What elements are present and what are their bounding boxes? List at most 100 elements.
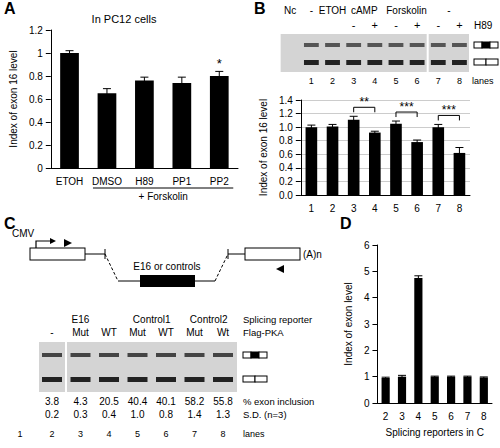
svg-text:3: 3 bbox=[364, 319, 370, 330]
svg-text:1: 1 bbox=[37, 48, 43, 59]
svg-text:1.0: 1.0 bbox=[279, 122, 293, 133]
svg-text:Index of exon level: Index of exon level bbox=[343, 282, 354, 365]
svg-text:5: 5 bbox=[364, 266, 370, 277]
svg-text:5: 5 bbox=[432, 411, 438, 422]
svg-text:PP1: PP1 bbox=[172, 176, 191, 187]
svg-text:Control2: Control2 bbox=[190, 314, 228, 325]
svg-text:0.4: 0.4 bbox=[102, 409, 116, 420]
svg-text:Splicing reporter: Splicing reporter bbox=[243, 314, 312, 325]
svg-text:8: 8 bbox=[220, 429, 225, 439]
svg-text:ETOH: ETOH bbox=[319, 5, 347, 16]
svg-text:0.2: 0.2 bbox=[279, 176, 293, 187]
svg-text:2: 2 bbox=[383, 411, 389, 422]
svg-text:2: 2 bbox=[364, 345, 370, 356]
svg-text:0.4: 0.4 bbox=[279, 162, 293, 173]
svg-text:Index of exon 16 level: Index of exon 16 level bbox=[8, 50, 19, 147]
svg-text:55.8: 55.8 bbox=[213, 396, 233, 407]
svg-text:1: 1 bbox=[364, 371, 370, 382]
svg-text:3: 3 bbox=[399, 411, 405, 422]
svg-text:Wt: Wt bbox=[217, 327, 229, 338]
svg-text:4: 4 bbox=[372, 76, 377, 86]
svg-text:+: + bbox=[456, 19, 462, 31]
svg-text:4: 4 bbox=[364, 292, 370, 303]
svg-text:7: 7 bbox=[192, 429, 197, 439]
svg-text:S.D. (n=3): S.D. (n=3) bbox=[243, 409, 287, 420]
svg-text:2: 2 bbox=[330, 76, 335, 86]
svg-text:-: - bbox=[352, 19, 356, 31]
svg-text:1.2: 1.2 bbox=[279, 108, 293, 119]
svg-text:E16 or controls: E16 or controls bbox=[133, 261, 200, 272]
svg-text:1.0: 1.0 bbox=[131, 409, 145, 420]
svg-text:3: 3 bbox=[351, 76, 356, 86]
svg-text:lanes: lanes bbox=[472, 76, 494, 86]
svg-text:WT: WT bbox=[158, 327, 174, 338]
svg-text:*: * bbox=[217, 56, 222, 71]
svg-text:% exon inclusion: % exon inclusion bbox=[243, 396, 314, 407]
svg-text:H89: H89 bbox=[135, 176, 154, 187]
svg-text:H89: H89 bbox=[474, 20, 493, 31]
svg-text:Index of exon 16 level: Index of exon 16 level bbox=[258, 99, 269, 196]
svg-text:Flag-PKA: Flag-PKA bbox=[243, 327, 284, 338]
svg-text:0.3: 0.3 bbox=[74, 409, 88, 420]
svg-text:6: 6 bbox=[448, 411, 454, 422]
svg-text:PP2: PP2 bbox=[210, 176, 229, 187]
svg-text:ETOH: ETOH bbox=[56, 176, 84, 187]
svg-text:58.2: 58.2 bbox=[185, 396, 205, 407]
svg-text:6: 6 bbox=[415, 76, 420, 86]
svg-text:7: 7 bbox=[435, 203, 441, 214]
svg-text:3: 3 bbox=[78, 429, 83, 439]
svg-text:-: - bbox=[394, 19, 398, 31]
svg-text:0.8: 0.8 bbox=[29, 71, 43, 82]
svg-text:**: ** bbox=[360, 95, 370, 109]
svg-text:E16: E16 bbox=[72, 314, 90, 325]
svg-text:2: 2 bbox=[330, 203, 336, 214]
svg-text:6: 6 bbox=[364, 240, 370, 251]
svg-text:6: 6 bbox=[163, 429, 168, 439]
svg-text:0: 0 bbox=[37, 163, 43, 174]
svg-text:1: 1 bbox=[309, 203, 315, 214]
svg-text:1.2: 1.2 bbox=[29, 25, 43, 36]
svg-text:+ Forskolin: + Forskolin bbox=[139, 191, 188, 202]
svg-text:8: 8 bbox=[457, 76, 462, 86]
svg-text:5: 5 bbox=[393, 76, 398, 86]
svg-text:cAMP: cAMP bbox=[351, 5, 378, 16]
svg-text:6: 6 bbox=[414, 203, 420, 214]
svg-text:-: - bbox=[50, 327, 53, 338]
svg-text:Splicing reporters in C: Splicing reporters in C bbox=[386, 427, 484, 438]
svg-text:-: - bbox=[310, 5, 313, 16]
svg-text:1.3: 1.3 bbox=[216, 409, 230, 420]
svg-text:2: 2 bbox=[49, 429, 54, 439]
svg-text:WT: WT bbox=[101, 327, 117, 338]
svg-text:7: 7 bbox=[436, 76, 441, 86]
svg-text:DMSO: DMSO bbox=[92, 176, 122, 187]
svg-text:3: 3 bbox=[351, 203, 357, 214]
svg-text:-: - bbox=[447, 5, 450, 16]
svg-text:0.4: 0.4 bbox=[29, 117, 43, 128]
svg-text:5: 5 bbox=[135, 429, 140, 439]
svg-text:1.4: 1.4 bbox=[279, 95, 293, 106]
svg-text:(A)n: (A)n bbox=[303, 249, 322, 260]
svg-text:Nc: Nc bbox=[284, 5, 296, 16]
svg-text:40.1: 40.1 bbox=[156, 396, 176, 407]
svg-text:0.8: 0.8 bbox=[159, 409, 173, 420]
svg-text:0.2: 0.2 bbox=[29, 140, 43, 151]
svg-text:+: + bbox=[372, 19, 378, 31]
svg-text:lanes: lanes bbox=[243, 429, 265, 439]
svg-text:-: - bbox=[436, 19, 440, 31]
svg-text:Control1: Control1 bbox=[133, 314, 171, 325]
svg-text:***: *** bbox=[400, 100, 414, 114]
svg-text:40.4: 40.4 bbox=[128, 396, 148, 407]
svg-text:20.5: 20.5 bbox=[99, 396, 119, 407]
svg-text:0: 0 bbox=[364, 398, 370, 409]
svg-text:0.2: 0.2 bbox=[45, 409, 59, 420]
svg-text:0.6: 0.6 bbox=[279, 149, 293, 160]
svg-text:4.3: 4.3 bbox=[74, 396, 88, 407]
svg-text:0.8: 0.8 bbox=[279, 135, 293, 146]
svg-text:***: *** bbox=[442, 103, 456, 117]
svg-text:4: 4 bbox=[416, 411, 422, 422]
svg-text:8: 8 bbox=[481, 411, 487, 422]
svg-text:8: 8 bbox=[457, 203, 463, 214]
svg-text:+: + bbox=[414, 19, 420, 31]
svg-text:4: 4 bbox=[106, 429, 111, 439]
svg-text:Mut: Mut bbox=[186, 327, 203, 338]
